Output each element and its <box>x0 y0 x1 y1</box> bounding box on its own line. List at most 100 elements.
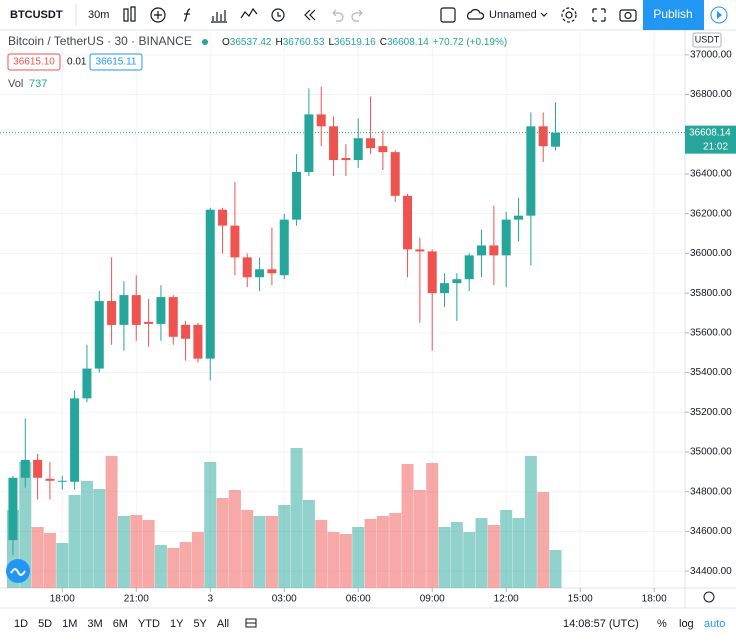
fullscreen-icon[interactable] <box>592 8 606 22</box>
candle-body <box>119 295 129 325</box>
add-icon[interactable] <box>154 11 162 19</box>
auto-toggle[interactable]: auto <box>704 618 725 630</box>
candle-body <box>551 132 561 147</box>
ohlc-value: 36519.16 <box>334 37 376 48</box>
y-tick-label: 35400.00 <box>690 367 732 378</box>
ohlc-key: H <box>276 37 283 48</box>
candle-body <box>70 398 80 482</box>
interval[interactable]: 30m <box>88 9 109 21</box>
settings-icon[interactable] <box>561 7 577 23</box>
candle-body <box>218 209 228 226</box>
candle-body <box>20 459 30 478</box>
dropdown-icon[interactable] <box>540 12 548 17</box>
symbol[interactable]: BTCUSDT <box>10 9 63 21</box>
range-button[interactable]: 6M <box>113 618 128 630</box>
ohlc-key: O <box>222 37 230 48</box>
candle-body <box>168 297 178 337</box>
add-icon[interactable] <box>150 7 166 23</box>
volume-bar <box>463 532 476 588</box>
volume-bar <box>426 462 439 588</box>
candle-body <box>452 279 462 284</box>
indicators-icon[interactable] <box>211 10 227 23</box>
redo-icon[interactable] <box>351 9 363 22</box>
x-tick-label: 09:00 <box>420 594 445 605</box>
x-tick-label: 3 <box>207 594 213 605</box>
volume-bar <box>376 515 389 588</box>
range-button[interactable]: 3M <box>87 618 102 630</box>
volume-label: Vol <box>8 78 23 90</box>
publish-button[interactable] <box>643 0 704 30</box>
spread: 0.01 <box>67 57 87 68</box>
candle-icon[interactable] <box>130 6 136 22</box>
range-button[interactable]: All <box>217 618 229 630</box>
candle-body <box>181 324 191 339</box>
volume-bar <box>179 542 192 588</box>
range-button[interactable]: 5Y <box>193 618 207 630</box>
compare-icon[interactable] <box>240 7 258 19</box>
candle-body <box>94 301 104 369</box>
range-button[interactable]: 1D <box>14 618 28 630</box>
settings-icon[interactable] <box>565 11 573 19</box>
candle-body <box>526 126 536 216</box>
y-tick-label: 37000.00 <box>690 49 732 60</box>
x-tick-label: 18:00 <box>642 594 667 605</box>
alert-icon[interactable] <box>271 8 285 22</box>
candle-body <box>279 219 289 276</box>
volume-bar <box>302 500 315 588</box>
volume-bar <box>327 532 340 588</box>
layout-name[interactable]: Unnamed <box>489 9 537 21</box>
axis-settings-icon[interactable] <box>703 591 715 603</box>
x-tick-label: 12:00 <box>494 594 519 605</box>
fx-icon[interactable] <box>183 8 191 22</box>
undo-icon[interactable] <box>332 9 344 22</box>
volume-bar <box>204 462 217 588</box>
play-icon[interactable] <box>710 6 728 24</box>
candle-body <box>353 138 363 161</box>
volume-bar <box>413 490 426 588</box>
range-button[interactable]: 5D <box>38 618 52 630</box>
volume-value: 737 <box>29 78 47 90</box>
select-icon[interactable] <box>440 7 456 23</box>
date-range-icon[interactable] <box>245 618 257 628</box>
candle-body <box>477 245 487 256</box>
candle-body <box>427 251 437 294</box>
range-button[interactable]: YTD <box>138 618 160 630</box>
candle-body <box>156 297 166 324</box>
volume-bar <box>253 515 266 588</box>
x-tick-label: 03:00 <box>272 594 297 605</box>
log-toggle[interactable]: log <box>679 618 694 630</box>
ohlc-value: 36537.42 <box>230 37 272 48</box>
publish-label[interactable]: Publish <box>653 7 692 21</box>
alert-icon[interactable] <box>277 12 281 17</box>
volume-bar <box>265 515 278 588</box>
x-tick-label: 21:00 <box>124 594 149 605</box>
snapshot-icon[interactable] <box>624 11 632 20</box>
currency-box <box>692 32 722 48</box>
y-tick-label: 34400.00 <box>690 566 732 577</box>
candle-body <box>440 283 450 294</box>
volume-bar <box>352 527 365 588</box>
candle-body <box>205 209 215 359</box>
y-tick-label: 35200.00 <box>690 407 732 418</box>
volume-bars <box>6 447 562 588</box>
volume-bar <box>364 518 377 588</box>
range-button[interactable]: 1M <box>62 618 77 630</box>
play-icon[interactable] <box>717 11 722 19</box>
replay-icon[interactable] <box>304 9 316 21</box>
candle-body <box>514 215 524 220</box>
snapshot-icon[interactable] <box>619 9 637 22</box>
percent-toggle[interactable]: % <box>657 618 667 630</box>
volume-bar <box>278 505 291 588</box>
toolbar-icons[interactable] <box>123 6 637 23</box>
range-button[interactable]: 1Y <box>170 618 184 630</box>
ohlc-values: O36537.42 H36760.53 L36519.16 C36608.14 +70.… <box>222 37 507 48</box>
volume-bar <box>105 455 118 588</box>
candle-body <box>538 126 548 147</box>
candle-body <box>329 126 339 161</box>
volume-bar <box>537 492 550 588</box>
cloud-icon[interactable] <box>467 9 485 20</box>
candle-icon[interactable] <box>123 8 129 22</box>
ohlc-value: 36760.53 <box>283 37 325 48</box>
